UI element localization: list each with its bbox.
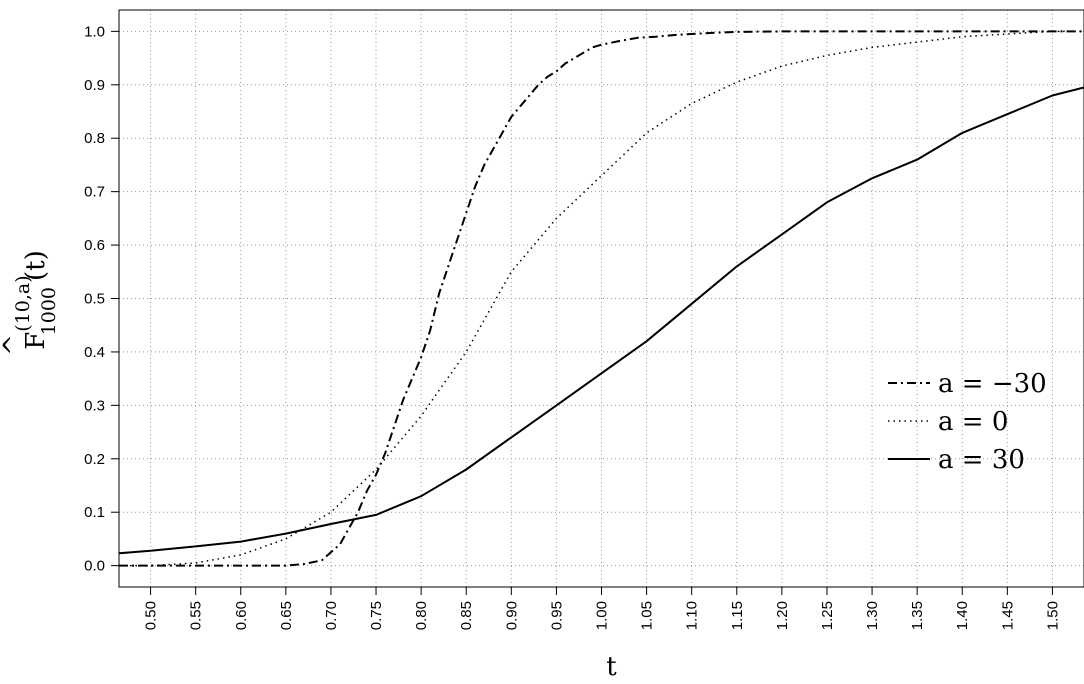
x-tick-label: 0.80: [413, 601, 430, 630]
x-tick-label: 1.35: [909, 601, 926, 630]
x-tick-label: 1.15: [729, 601, 746, 630]
x-tick-label: 0.50: [143, 601, 160, 630]
y-tick-label: 0.1: [84, 504, 105, 521]
x-tick-label: 1.10: [684, 601, 701, 630]
y-tick-label: 0.0: [84, 558, 105, 575]
legend: a = −30 a = 0 a = 30: [888, 369, 1047, 475]
svg-text:F(10,a)1000(t): F(10,a) 1000 (t): [12, 250, 60, 350]
x-axis-title: t: [606, 652, 617, 682]
y-tick-label: 0.3: [84, 397, 105, 414]
y-tick-label: 0.4: [84, 344, 105, 361]
x-tick-label: 0.95: [548, 601, 565, 630]
y-tick-label: 0.5: [84, 291, 105, 308]
series-lines: [119, 30, 1084, 567]
y-tick-label: 0.2: [84, 451, 105, 468]
y-tick-label: 0.9: [84, 77, 105, 94]
x-axis: 0.50 0.55 0.60 0.65 0.70 0.75 0.80 0.85 0.90 0.95…: [143, 587, 1061, 630]
x-tick-label: 0.55: [188, 601, 205, 630]
y-tick-label: 1.0: [84, 23, 105, 40]
x-tick-label: 1.20: [774, 601, 791, 630]
y-tick-label: 0.6: [84, 237, 105, 254]
legend-label: a = −30: [938, 369, 1047, 399]
y-axis-title-superscript: (10,a): [12, 275, 34, 331]
x-tick-label: 0.75: [368, 601, 385, 630]
series-line-1: [119, 30, 1084, 567]
x-tick-label: 0.70: [323, 601, 340, 630]
y-axis: 0.0 0.1 0.2 0.3 0.4 0.5 0.6 0.7 0.8 0.9 1.0: [84, 23, 119, 575]
x-tick-label: 0.65: [278, 601, 295, 630]
grid: [119, 10, 1084, 587]
x-tick-label: 1.45: [999, 601, 1016, 630]
y-axis-title-base: F: [21, 332, 51, 350]
y-axis-title: F(10,a) 1000 (t) ^: [0, 250, 60, 356]
legend-label: a = 30: [938, 445, 1025, 475]
x-tick-label: 0.60: [233, 601, 250, 630]
y-axis-title-argument: (t): [21, 250, 51, 281]
y-axis-title-hat-icon: ^: [0, 334, 29, 356]
x-tick-label: 1.25: [819, 601, 836, 630]
series-line-2: [119, 86, 1084, 555]
y-tick-label: 0.8: [84, 130, 105, 147]
x-tick-label: 1.30: [864, 601, 881, 630]
x-tick-label: 1.05: [639, 601, 656, 630]
x-tick-label: 0.90: [503, 601, 520, 630]
x-tick-label: 1.50: [1044, 601, 1061, 630]
x-tick-label: 1.40: [954, 601, 971, 630]
series-line-0: [119, 30, 1084, 567]
x-tick-label: 0.85: [458, 601, 475, 630]
x-tick-label: 1.00: [594, 601, 611, 630]
y-tick-label: 0.7: [84, 184, 105, 201]
y-axis-title-subscript: 1000: [38, 287, 60, 335]
legend-label: a = 0: [938, 407, 1008, 437]
